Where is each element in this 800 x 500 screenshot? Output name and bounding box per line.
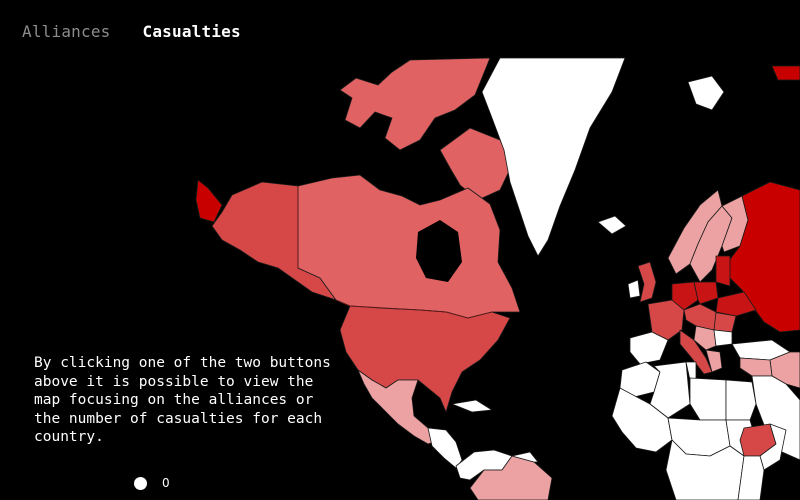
country-east-africa[interactable] — [737, 455, 765, 500]
country-russia-chukotka[interactable] — [195, 179, 223, 223]
border-us-canada — [335, 299, 493, 319]
country-poland[interactable] — [693, 281, 719, 305]
country-russia-arctic[interactable] — [771, 65, 800, 81]
legend-label: 0 — [162, 476, 170, 490]
country-ireland[interactable] — [627, 279, 641, 299]
country-cuba[interactable] — [451, 399, 493, 413]
country-greenland[interactable] — [481, 57, 626, 257]
hudson-bay — [416, 220, 462, 282]
tab-casualties[interactable]: Casualties — [142, 22, 241, 41]
country-canada-baffin[interactable] — [439, 127, 513, 201]
country-italy[interactable] — [679, 329, 713, 375]
country-brazil[interactable] — [469, 455, 553, 500]
country-arabia[interactable] — [751, 375, 800, 461]
country-canada-arctic[interactable] — [339, 57, 491, 151]
country-greece[interactable] — [705, 349, 723, 373]
country-egypt[interactable] — [725, 379, 757, 421]
view-tabs: Alliances Casualties — [22, 22, 241, 41]
tab-alliances[interactable]: Alliances — [22, 22, 111, 41]
country-germany[interactable] — [671, 281, 699, 311]
country-guianas[interactable] — [511, 451, 539, 463]
info-text: By clicking one of the two buttons above… — [34, 355, 331, 445]
country-spain[interactable] — [629, 331, 669, 365]
legend-dot — [134, 476, 147, 490]
legend: 0 — [134, 476, 170, 490]
country-iceland[interactable] — [597, 215, 627, 235]
country-bulgaria[interactable] — [713, 329, 733, 347]
country-svalbard[interactable] — [687, 75, 725, 111]
country-west-africa[interactable] — [611, 387, 673, 453]
country-uk[interactable] — [637, 261, 657, 303]
country-yugoslavia[interactable] — [693, 325, 717, 351]
country-ukraine[interactable] — [715, 291, 757, 317]
country-belarus-baltics[interactable] — [715, 255, 731, 287]
